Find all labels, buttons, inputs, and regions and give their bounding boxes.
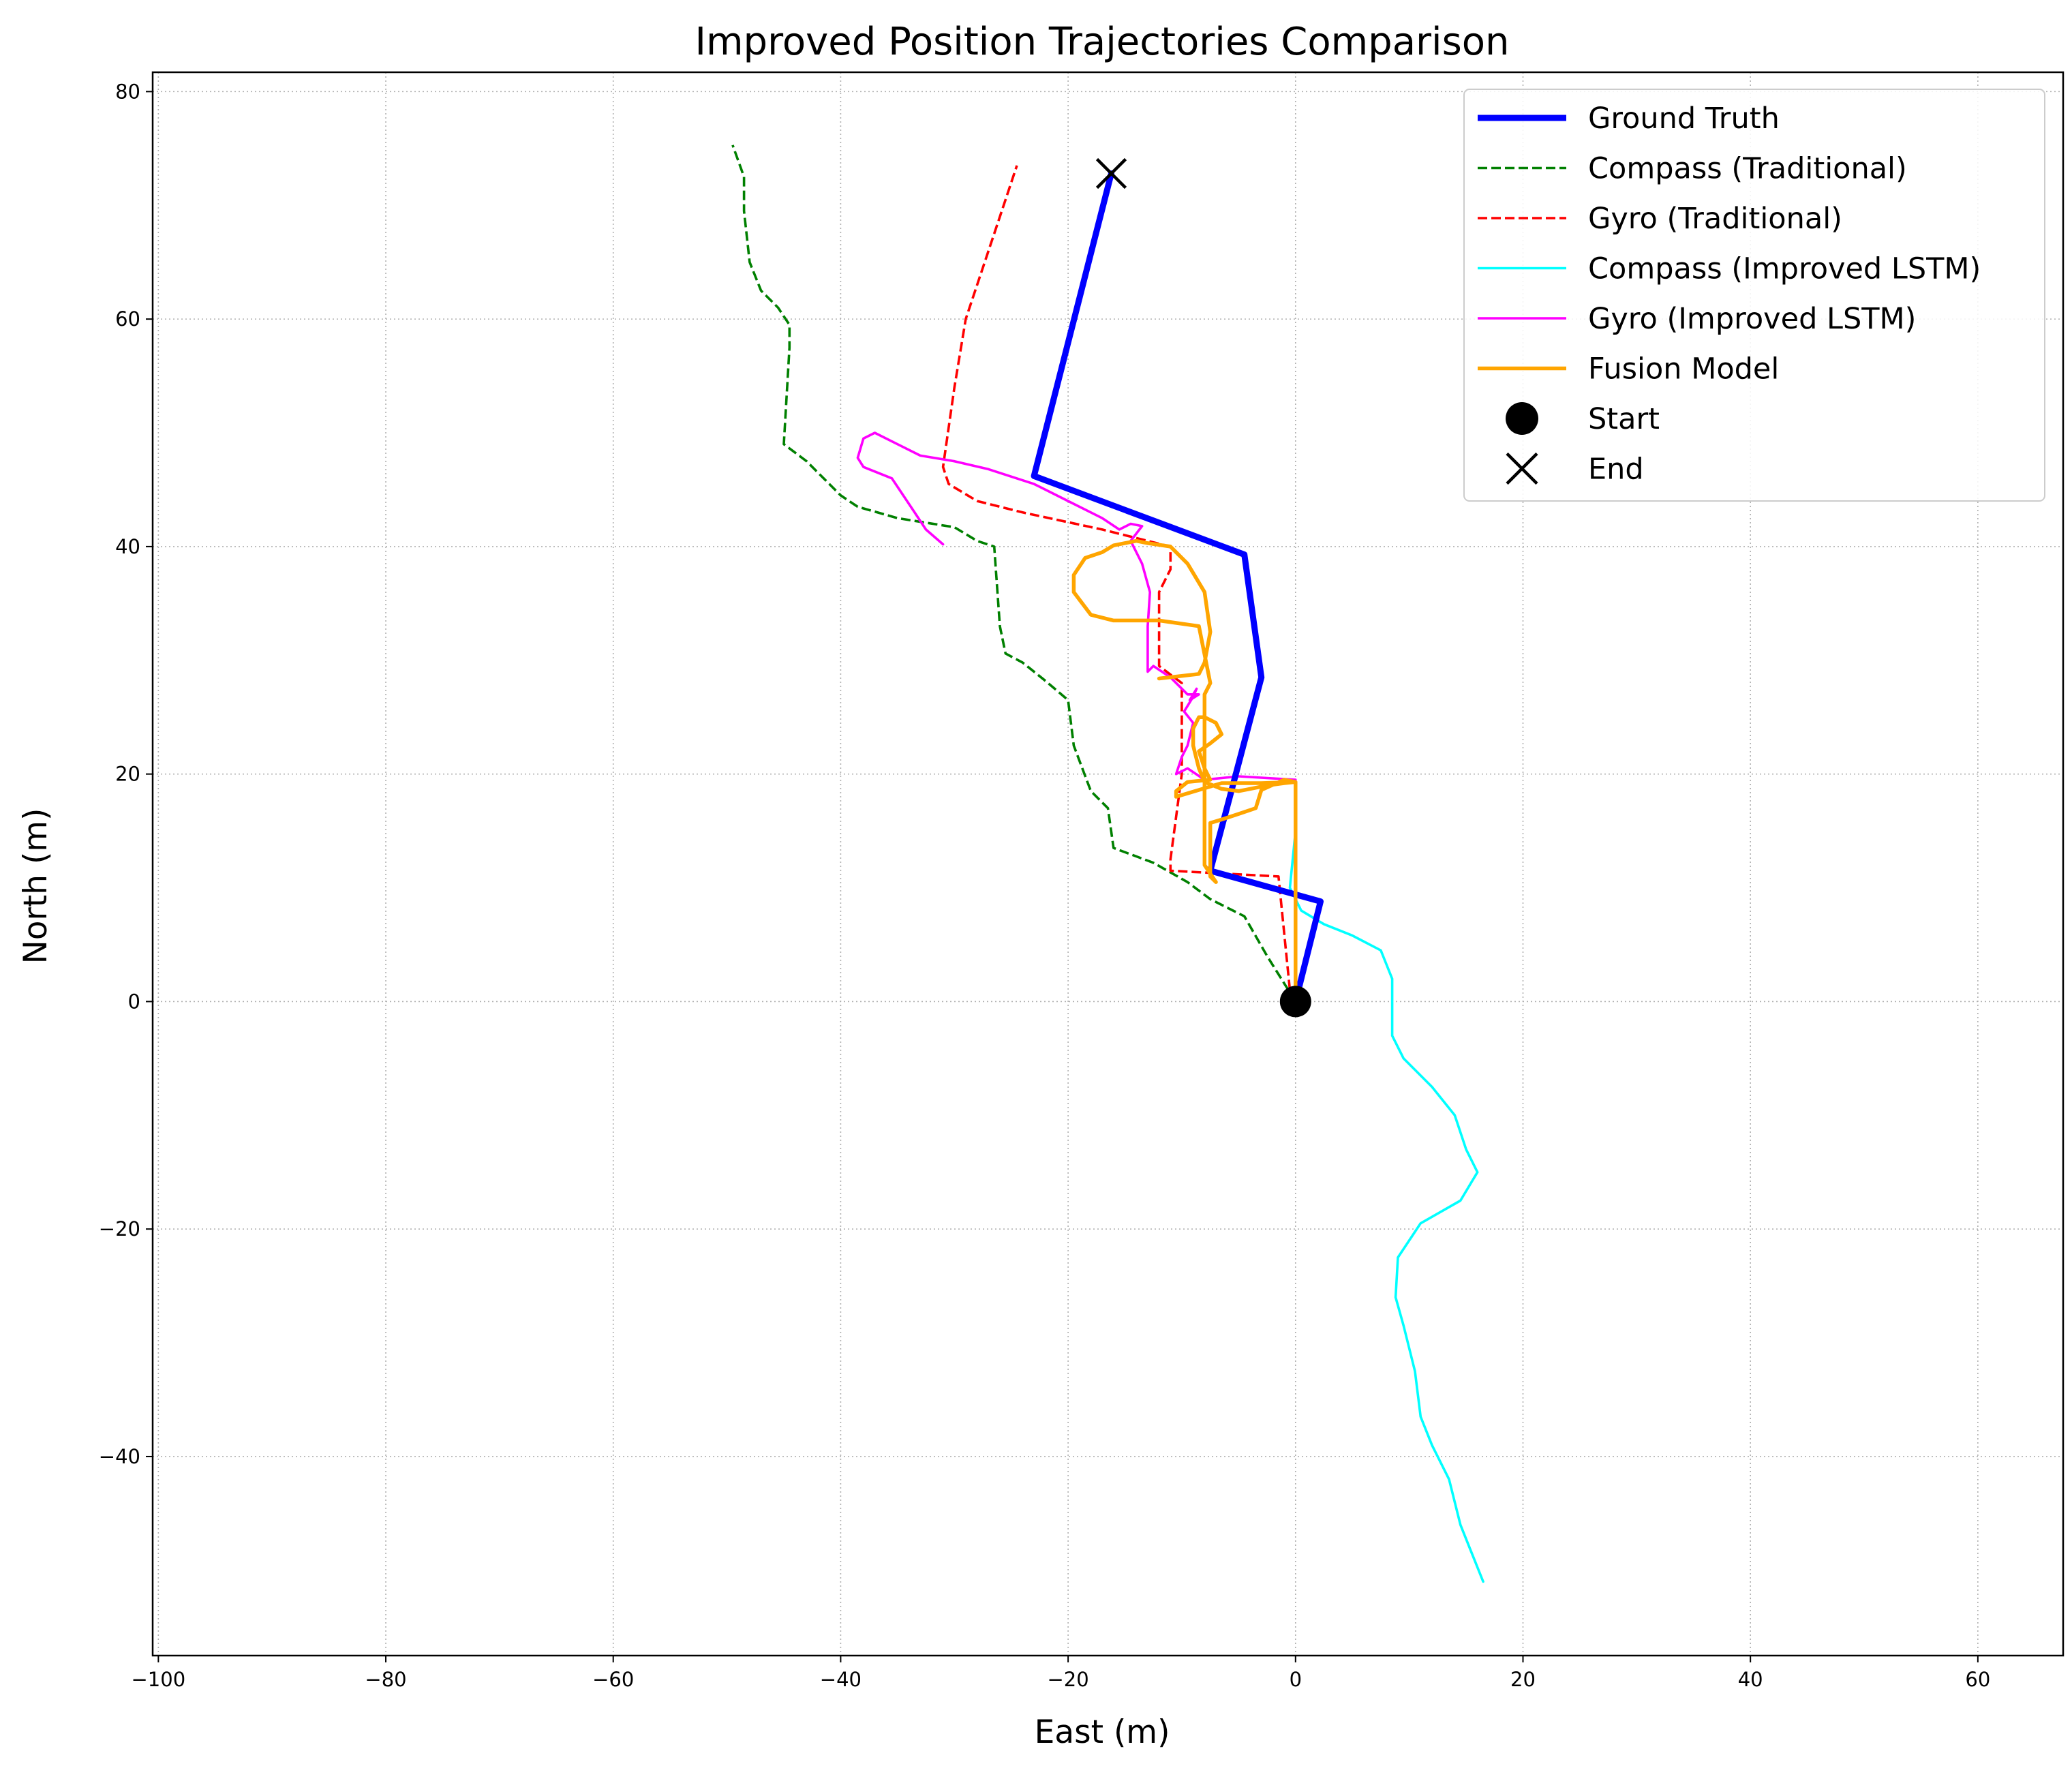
series-line-ground-truth xyxy=(1031,170,1324,1005)
y-tick-label: 40 xyxy=(115,535,140,558)
legend-label-fusion-model: Fusion Model xyxy=(1588,352,1779,386)
x-axis-label: East (m) xyxy=(1035,1714,1170,1751)
legend: Ground Truth Compass (Traditional) Gyro (T… xyxy=(1463,89,2045,502)
x-tick-label: 60 xyxy=(1965,1668,1990,1691)
x-tick-label: −40 xyxy=(820,1668,862,1691)
axis-ticks: −100 −80 −60 −40 −20 0 20 40 60 −40 −20 0 20 40 60 80 xyxy=(99,80,1991,1691)
y-tick-label: 0 xyxy=(128,990,140,1013)
start-marker xyxy=(1279,986,1311,1018)
legend-box xyxy=(1463,89,2045,502)
x-tick-label: 20 xyxy=(1510,1668,1536,1691)
y-axis-label: North (m) xyxy=(17,808,55,964)
x-tick-label: −20 xyxy=(1048,1668,1089,1691)
plot-series xyxy=(731,144,1484,1583)
series-line-compass-improved-lstm xyxy=(1288,784,1484,1583)
legend-label-gyro-improved-lstm: Gyro (Improved LSTM) xyxy=(1588,302,1916,336)
legend-marker-end xyxy=(1506,452,1538,485)
legend-label-ground-truth: Ground Truth xyxy=(1588,102,1780,136)
x-tick-label: 0 xyxy=(1290,1668,1302,1691)
y-tick-label: 80 xyxy=(115,80,140,103)
plot-frame xyxy=(151,71,2065,1657)
legend-label-gyro-traditional: Gyro (Traditional) xyxy=(1588,202,1842,236)
chart-title: Improved Position Trajectories Compariso… xyxy=(695,20,1509,64)
legend-label-end: End xyxy=(1588,453,1644,487)
y-tick-label: −20 xyxy=(99,1217,140,1240)
series-line-compass-traditional xyxy=(731,144,1297,1003)
end-marker xyxy=(1095,157,1127,189)
y-tick-label: 20 xyxy=(115,763,140,786)
y-tick-label: 60 xyxy=(115,307,140,331)
legend-label-compass-improved-lstm: Compass (Improved LSTM) xyxy=(1588,252,1981,286)
series-line-fusion-model xyxy=(1071,538,1298,1004)
y-tick-label: −40 xyxy=(99,1445,140,1468)
x-tick-label: 40 xyxy=(1738,1668,1763,1691)
x-tick-label: −80 xyxy=(365,1668,406,1691)
legend-marker-start xyxy=(1506,402,1538,435)
legend-label-compass-traditional: Compass (Traditional) xyxy=(1588,152,1907,186)
x-tick-label: −100 xyxy=(132,1668,186,1691)
x-tick-label: −60 xyxy=(592,1668,634,1691)
legend-label-start: Start xyxy=(1588,402,1660,436)
